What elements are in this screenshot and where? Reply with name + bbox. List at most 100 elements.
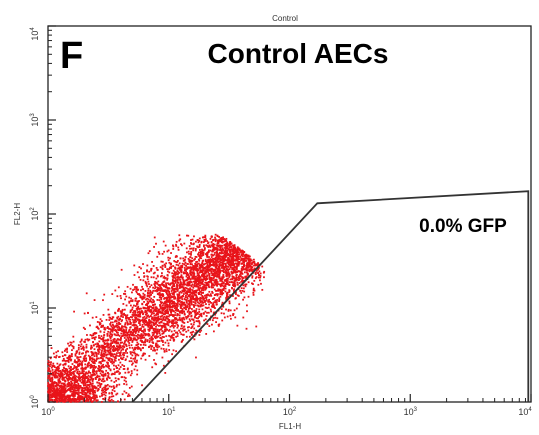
scatter-point [187,266,190,269]
scatter-point [74,388,76,390]
scatter-point [178,329,180,332]
scatter-point [72,400,75,403]
scatter-point [110,318,113,320]
scatter-point [81,372,84,374]
scatter-point [251,276,254,279]
scatter-point [202,287,205,290]
scatter-point [110,358,113,360]
scatter-point [156,328,159,331]
scatter-point [260,282,262,285]
scatter-point [191,276,194,278]
scatter-point [161,274,163,277]
scatter-point [122,353,124,356]
scatter-point [155,317,157,319]
scatter-point [196,245,199,248]
scatter-point [131,324,134,327]
scatter-point [117,377,120,380]
scatter-point [231,264,233,267]
scatter-point [190,273,192,276]
scatter-point [156,283,159,285]
scatter-point [232,254,234,256]
scatter-point [227,261,230,264]
scatter-point [123,312,125,315]
scatter-point [90,354,93,357]
scatter-point [84,376,87,378]
scatter-point [232,276,235,279]
scatter-point [209,318,212,321]
scatter-point [108,392,111,395]
scatter-point [122,330,124,333]
scatter-point [204,236,207,239]
scatter-point [111,329,113,331]
scatter-point [166,287,169,290]
scatter-point [206,269,209,272]
scatter-point [129,351,132,353]
scatter-point [122,352,125,354]
scatter-point [70,398,73,401]
scatter-point [104,386,107,388]
scatter-point [169,263,172,266]
scatter-point [125,338,128,341]
scatter-point [114,377,117,380]
scatter-point [240,269,243,272]
scatter-point [195,268,197,270]
scatter-point [232,259,235,262]
scatter-point [61,395,63,398]
scatter-point [85,400,87,403]
scatter-point [100,367,103,370]
scatter-point [67,399,70,402]
scatter-point [80,386,82,389]
scatter-point [188,303,191,306]
scatter-point [169,282,172,285]
scatter-point [84,363,87,366]
scatter-point [232,260,234,263]
scatter-point [236,283,239,286]
scatter-point [243,258,246,260]
scatter-point [94,386,97,388]
scatter-point [220,261,223,264]
scatter-point [111,326,114,329]
scatter-point [234,249,237,252]
scatter-point [246,264,249,267]
scatter-point [221,244,224,247]
scatter-point [122,348,124,351]
scatter-point [71,391,74,393]
scatter-point [212,272,215,275]
scatter-point [52,391,55,394]
scatter-point [65,400,68,403]
scatter-point [74,374,76,377]
scatter-point [145,333,148,336]
scatter-point [95,353,98,355]
scatter-point [147,289,150,292]
scatter-point [208,244,211,247]
scatter-point [223,251,226,254]
scatter-point [52,371,54,374]
scatter-point [241,249,244,252]
scatter-point [118,352,120,354]
scatter-point [224,245,227,247]
scatter-point [175,302,178,305]
scatter-point [172,244,174,247]
scatter-point [52,392,55,395]
scatter-point [67,365,70,368]
scatter-point [174,297,177,300]
scatter-point [225,280,228,282]
scatter-point [186,305,189,307]
scatter-point [196,270,199,272]
scatter-point [225,255,228,258]
scatter-point [90,360,93,363]
scatter-point [147,275,149,278]
scatter-point [91,386,94,389]
scatter-point [214,316,217,319]
scatter-point [137,337,140,340]
scatter-point [240,292,243,294]
scatter-point [179,267,182,270]
scatter-point [138,293,141,296]
scatter-point [157,335,160,338]
scatter-point [158,252,161,255]
scatter-point [207,258,209,261]
scatter-point [241,258,243,261]
scatter-point [172,326,175,329]
scatter-point [102,324,104,327]
scatter-point [188,245,191,247]
